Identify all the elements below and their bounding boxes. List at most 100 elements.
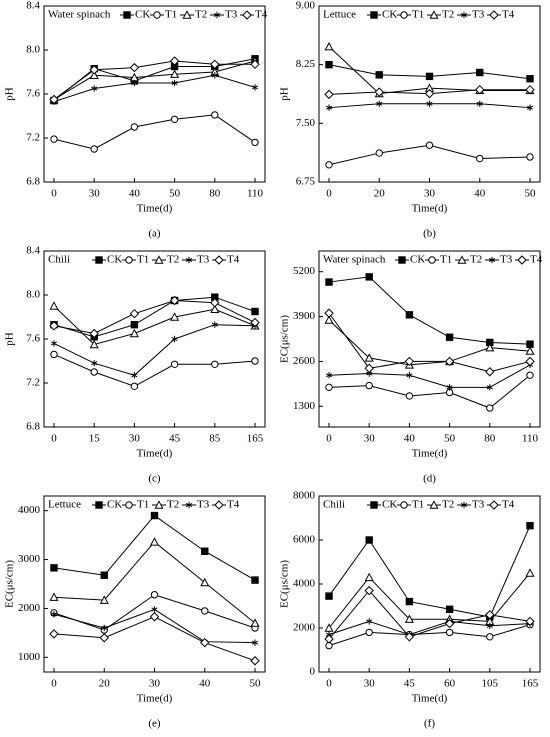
marker	[90, 145, 98, 153]
x-axis-label: Time(d)	[137, 203, 173, 215]
marker	[460, 501, 468, 509]
marker	[90, 368, 98, 376]
legend-label: T3	[225, 9, 238, 21]
x-tick-label: 45	[404, 678, 416, 690]
x-tick-label: 30	[129, 433, 141, 445]
marker	[365, 381, 373, 390]
marker	[485, 342, 495, 352]
marker	[489, 10, 499, 20]
series-line	[328, 572, 531, 629]
series-line	[328, 624, 531, 647]
legend-label: T2	[167, 499, 179, 511]
x-tick-label: 165	[522, 678, 539, 690]
x-axis-label: Time(d)	[412, 693, 448, 705]
marker-stroke	[460, 502, 468, 508]
y-tick-label: 3900	[293, 310, 316, 322]
series-line	[53, 296, 256, 338]
marker	[130, 123, 139, 131]
y-tick-label: 6.8	[26, 421, 40, 433]
legend-label: T4	[227, 499, 240, 511]
marker-stroke	[50, 341, 58, 346]
panel-label: (d)	[423, 473, 436, 485]
marker	[213, 11, 221, 19]
marker	[129, 62, 140, 73]
marker	[95, 501, 103, 509]
legend-label: T1	[412, 499, 424, 511]
marker	[182, 10, 192, 19]
marker	[154, 255, 164, 264]
marker	[375, 71, 383, 79]
marker	[131, 372, 138, 379]
marker	[445, 628, 454, 637]
legend-label: T1	[412, 9, 424, 21]
marker	[49, 321, 59, 331]
marker	[251, 307, 259, 316]
marker	[251, 357, 259, 365]
marker	[445, 605, 454, 613]
marker-stroke	[131, 80, 138, 86]
marker-stroke	[251, 85, 259, 90]
marker	[89, 339, 99, 349]
marker	[425, 141, 434, 149]
marker	[91, 85, 98, 92]
x-tick-label: 110	[522, 433, 539, 445]
legend-label: T3	[500, 254, 513, 266]
marker	[325, 161, 333, 169]
y-tick-label: 6.75	[296, 176, 316, 188]
marker	[131, 79, 138, 87]
panel: 6.8 7.2 7.6 8.0 8.4 0 15 30 45 85 165 pH Time(d) (c) C…	[4, 245, 266, 485]
marker	[325, 278, 333, 286]
marker	[364, 363, 374, 374]
marker	[365, 536, 373, 544]
marker	[201, 607, 209, 615]
x-axis-label: Time(d)	[137, 448, 173, 460]
marker	[406, 372, 413, 379]
marker	[374, 87, 384, 97]
marker-stroke	[460, 12, 468, 18]
marker	[170, 312, 180, 321]
marker-stroke	[91, 361, 98, 366]
marker	[488, 256, 496, 264]
marker	[364, 353, 374, 362]
marker	[517, 255, 527, 265]
marker	[526, 75, 534, 83]
panel: 1300 2600 3900 5200 0 30 40 50 80 110 EC(μs/cm) Tim…	[279, 250, 543, 485]
marker	[89, 328, 99, 339]
x-tick-label: 0	[51, 188, 57, 200]
marker	[375, 149, 383, 157]
marker	[211, 321, 218, 328]
series-line	[53, 353, 256, 387]
marker	[486, 622, 493, 629]
marker	[153, 11, 161, 19]
y-tick-label: 9.00	[296, 0, 316, 12]
x-tick-label: 50	[444, 433, 456, 445]
marker	[89, 65, 99, 75]
marker	[149, 612, 160, 622]
y-tick-label: 6.8	[26, 176, 40, 188]
x-tick-label: 30	[149, 678, 161, 690]
marker	[398, 256, 406, 264]
marker	[130, 321, 139, 329]
panel: 1000 2000 3000 4000 0 20 30 40 50 EC(μs/cm) Time(d…	[4, 495, 266, 730]
marker	[424, 88, 435, 99]
marker	[325, 592, 333, 600]
x-tick-label: 40	[474, 188, 486, 200]
marker	[210, 304, 220, 313]
legend-label: CK	[135, 9, 150, 21]
marker	[129, 328, 139, 338]
marker	[324, 308, 334, 318]
marker-stroke	[526, 105, 534, 110]
marker	[170, 115, 179, 124]
marker-stroke	[211, 322, 218, 327]
plot-frame	[43, 250, 266, 428]
marker	[251, 84, 259, 91]
marker	[366, 618, 373, 625]
annotation: Water spinach	[48, 9, 111, 21]
series-line	[53, 514, 256, 581]
legend-label: T1	[137, 499, 149, 511]
marker	[171, 335, 178, 343]
plot-frame	[43, 495, 266, 673]
x-tick-label: 0	[51, 678, 57, 690]
marker	[201, 547, 209, 555]
